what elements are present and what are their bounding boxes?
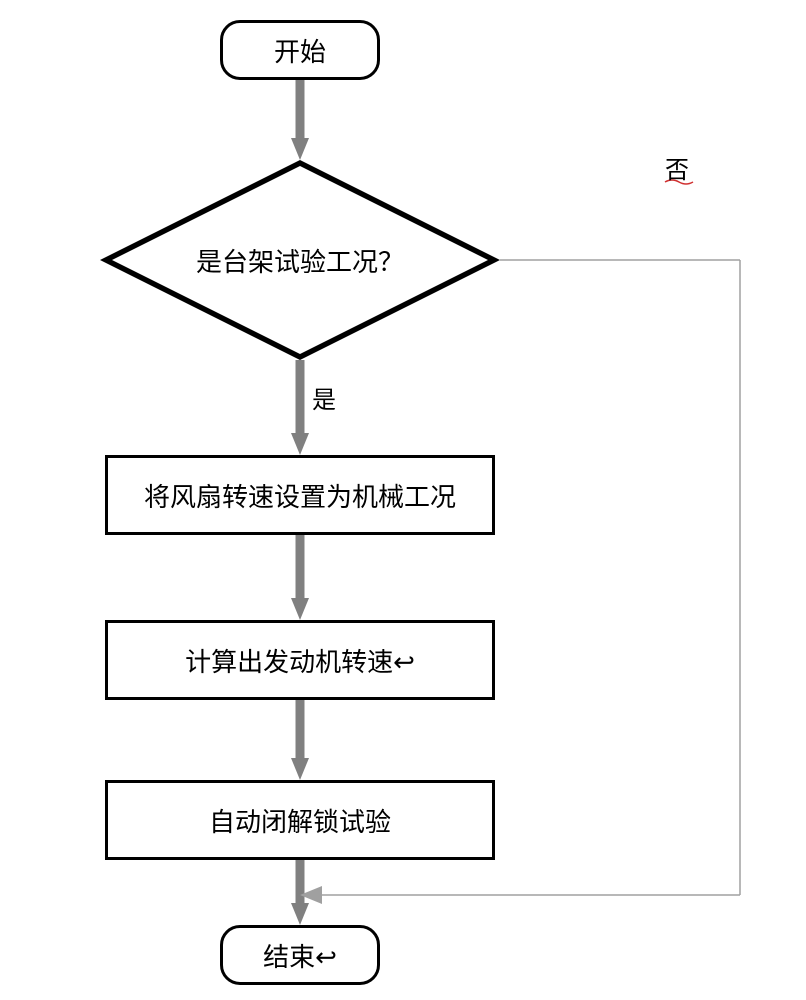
- node-end: 结束↩: [220, 925, 380, 985]
- node-proc2: 计算出发动机转速↩: [105, 620, 495, 700]
- node-proc1: 将风扇转速设置为机械工况: [105, 455, 495, 535]
- node-proc3-label: 自动闭解锁试验: [209, 802, 391, 839]
- branch-label-yes: 是: [312, 380, 336, 415]
- branch-label-no-text: 否: [665, 158, 689, 184]
- branch-label-yes-text: 是: [312, 388, 336, 414]
- node-start-label: 开始: [274, 32, 326, 69]
- node-proc1-label: 将风扇转速设置为机械工况: [144, 477, 456, 514]
- node-end-label: 结束↩: [263, 937, 337, 974]
- node-start: 开始: [220, 20, 380, 80]
- node-proc2-label: 计算出发动机转速↩: [185, 642, 415, 679]
- node-decision-shape: [100, 160, 500, 360]
- branch-label-no: 否: [665, 150, 689, 185]
- node-decision: 是台架试验工况？: [100, 160, 500, 360]
- node-proc3: 自动闭解锁试验: [105, 780, 495, 860]
- flowchart-canvas: 开始 是台架试验工况？ 将风扇转速设置为机械工况 计算出发动机转速↩ 自动闭解锁…: [0, 0, 806, 1000]
